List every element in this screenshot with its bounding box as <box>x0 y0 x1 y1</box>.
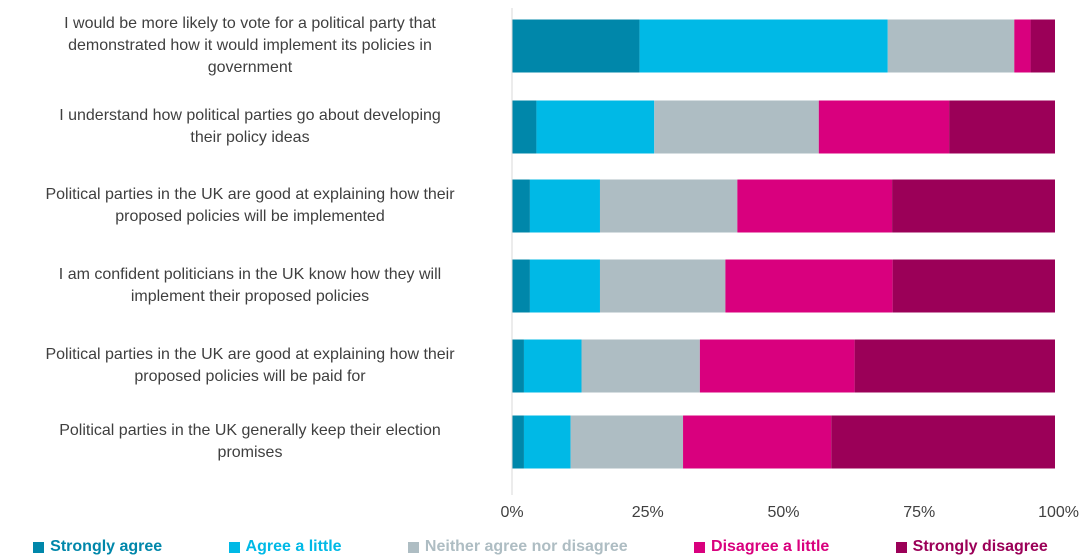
legend-label: Strongly disagree <box>912 538 1048 555</box>
bar-segment <box>725 259 893 313</box>
bar-segment <box>529 259 600 313</box>
bar-segment <box>683 415 832 469</box>
legend: Strongly agree Agree a little Neither agre… <box>0 535 1081 559</box>
legend-label: Agree a little <box>245 538 342 555</box>
category-label: Political parties in the UK generally ke… <box>0 420 500 464</box>
legend-label: Strongly agree <box>50 538 163 555</box>
category-label-line: I would be more likely to vote for a pol… <box>64 15 436 32</box>
x-tick-label: 25% <box>632 504 664 521</box>
legend-swatch <box>228 541 240 553</box>
bar-segment <box>818 100 950 154</box>
category-label-line: Political parties in the UK are good at … <box>45 186 455 203</box>
bar-segment <box>512 415 524 469</box>
bar-segment <box>581 339 700 393</box>
x-tick-label: 50% <box>767 504 799 521</box>
category-label-line: proposed policies will be implemented <box>115 208 385 225</box>
x-tick-label: 0% <box>500 504 523 521</box>
legend-item: Neither agree nor disagree <box>407 538 628 556</box>
category-label: I am confident politicians in the UK kno… <box>0 264 500 308</box>
category-label-line: implement their proposed policies <box>130 288 370 305</box>
legend-item: Strongly disagree <box>895 538 1048 556</box>
x-tick-label: 100% <box>1038 504 1079 521</box>
category-label-line: demonstrated how it would implement its … <box>68 37 432 54</box>
bar-segment <box>699 339 855 393</box>
x-tick-label: 75% <box>903 504 935 521</box>
bars-layer <box>512 19 1055 469</box>
category-label-line: Political parties in the UK generally ke… <box>59 422 441 439</box>
category-label-line: their policy ideas <box>190 129 310 146</box>
bar-segment <box>639 19 888 73</box>
legend-item: Disagree a little <box>694 538 829 556</box>
bar-segment <box>887 19 1015 73</box>
bar-segment <box>523 415 571 469</box>
bar-segment <box>570 415 684 469</box>
category-label-line: I understand how political parties go ab… <box>59 107 441 124</box>
bar-segment <box>512 179 530 233</box>
bar-segment <box>892 259 1055 313</box>
legend-item: Agree a little <box>228 538 342 556</box>
bar-segment <box>737 179 893 233</box>
category-label-line: promises <box>217 444 283 461</box>
bar-segment <box>536 100 655 154</box>
legend-swatch <box>407 541 419 553</box>
bar-segment <box>512 100 537 154</box>
category-label-line: proposed policies will be paid for <box>134 368 366 385</box>
legend-label: Neither agree nor disagree <box>424 538 628 555</box>
bar-segment <box>599 179 738 233</box>
legend-item: Strongly agree <box>33 538 162 556</box>
bar-segment <box>654 100 819 154</box>
bar-segment <box>512 19 640 73</box>
category-label: I would be more likely to vote for a pol… <box>0 13 500 79</box>
legend-swatch <box>895 541 907 553</box>
category-label-line: Political parties in the UK are good at … <box>45 346 455 363</box>
bar-segment <box>1014 19 1031 73</box>
bar-segment <box>512 259 530 313</box>
category-label: I understand how political parties go ab… <box>0 105 500 149</box>
category-label-line: government <box>207 59 293 76</box>
bar-segment <box>1030 19 1055 73</box>
bar-segment <box>529 179 600 233</box>
legend-swatch <box>33 541 45 553</box>
bar-segment <box>599 259 726 313</box>
bar-segment <box>523 339 582 393</box>
x-axis-ticks: 0% 25% 50% 75% 100% <box>500 504 1079 521</box>
bar-segment <box>854 339 1055 393</box>
bar-segment <box>892 179 1055 233</box>
category-label-line: I am confident politicians in the UK kno… <box>58 266 442 283</box>
bar-segment <box>831 415 1055 469</box>
bar-segment <box>512 339 524 393</box>
legend-swatch <box>694 541 706 553</box>
category-label: Political parties in the UK are good at … <box>0 344 500 388</box>
legend-label: Disagree a little <box>711 538 830 555</box>
bar-segment <box>949 100 1055 154</box>
category-label: Political parties in the UK are good at … <box>0 184 500 228</box>
